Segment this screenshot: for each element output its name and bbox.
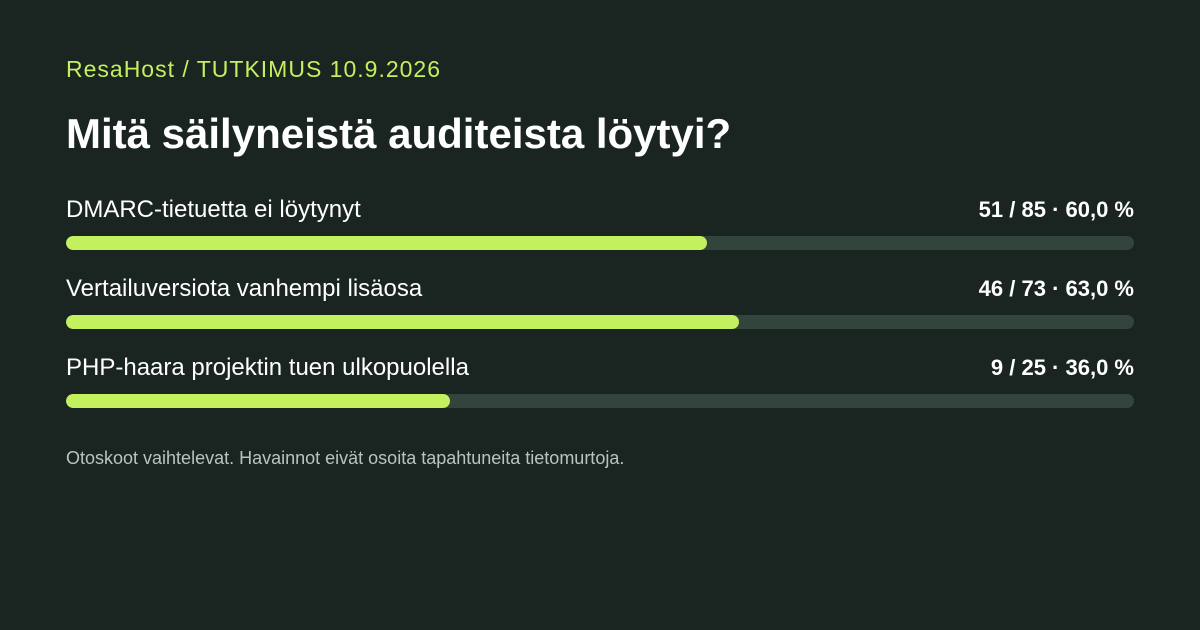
bar-row: PHP-haara projektin tuen ulkopuolella 9 /… — [66, 354, 1134, 408]
bar-track — [66, 394, 1134, 408]
bar-row: Vertailuversiota vanhempi lisäosa 46 / 73… — [66, 275, 1134, 329]
bar-fill — [66, 394, 451, 408]
bar-value-label: 9 / 25 · 36,0 % — [990, 355, 1134, 380]
bar-value-label: 46 / 73 · 63,0 % — [978, 276, 1134, 301]
eyebrow-label: ResaHost / TUTKIMUS 10.9.2026 — [66, 56, 441, 82]
footnote: Otoskoot vaihtelevat. Havainnot eivät os… — [66, 448, 625, 468]
bar-fill — [66, 236, 707, 250]
bar-value-label: 51 / 85 · 60,0 % — [978, 197, 1134, 222]
bar-label: Vertailuversiota vanhempi lisäosa — [66, 275, 423, 302]
chart-title: Mitä säilyneistä auditeista löytyi? — [66, 110, 732, 157]
bar-label: DMARC-tietuetta ei löytynyt — [66, 196, 361, 223]
bar-label: PHP-haara projektin tuen ulkopuolella — [66, 354, 469, 381]
bar-fill — [66, 315, 739, 329]
chart-card: ResaHost / TUTKIMUS 10.9.2026 Mitä säily… — [66, 0, 1134, 630]
bar-track — [66, 315, 1134, 329]
bar-row: DMARC-tietuetta ei löytynyt 51 / 85 · 60,… — [66, 196, 1134, 250]
bar-track — [66, 236, 1134, 250]
